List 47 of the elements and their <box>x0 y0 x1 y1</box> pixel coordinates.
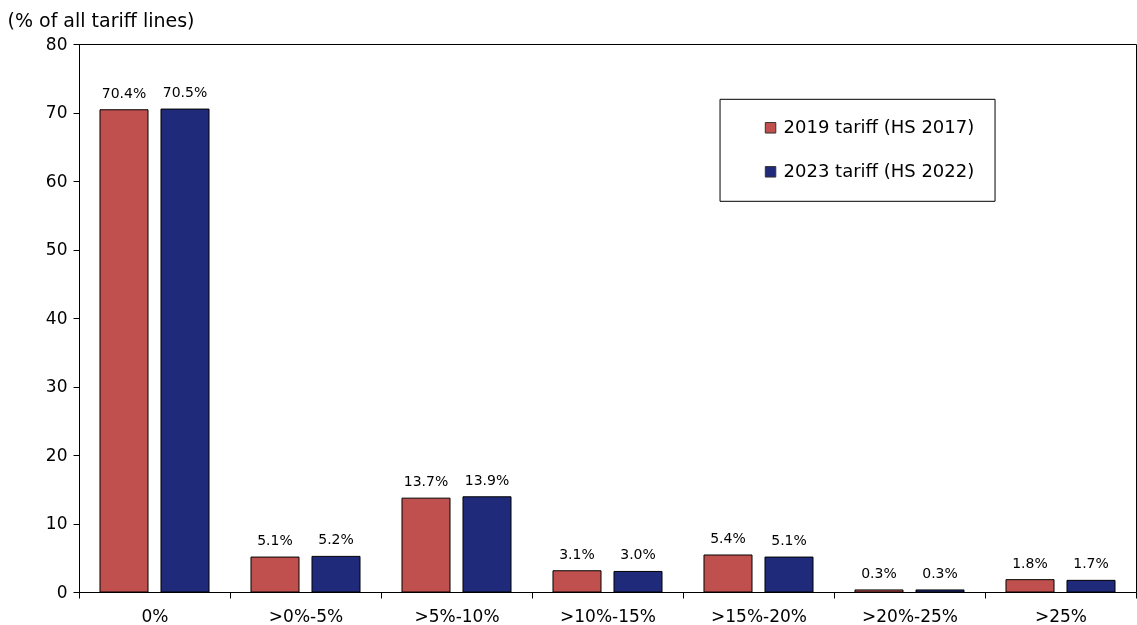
x-tick-label: >5%-10% <box>414 605 500 625</box>
x-tick-label: >0%-5% <box>268 605 344 625</box>
bar <box>462 496 512 593</box>
x-tick-label: >15%-20% <box>711 605 807 625</box>
bar <box>703 554 753 593</box>
data-label: 3.1% <box>559 545 595 562</box>
bar <box>552 570 602 593</box>
y-tick-label: 0 <box>56 581 68 602</box>
y-axis-title: (% of all tariff lines) <box>7 8 195 31</box>
y-tick-label: 40 <box>45 307 68 328</box>
data-label: 70.5% <box>162 84 208 101</box>
y-tick-label: 20 <box>45 444 68 465</box>
y-tick-label: 60 <box>45 170 68 191</box>
legend-label: 2023 tariff (HS 2022) <box>783 159 975 181</box>
x-tick-label: >10%-15% <box>560 605 656 625</box>
y-tick-label: 80 <box>45 33 68 54</box>
data-label: 5.4% <box>710 530 746 547</box>
data-label: 5.2% <box>318 531 354 548</box>
bar <box>1066 579 1116 593</box>
bar <box>854 589 904 593</box>
x-tick-label: 0% <box>141 605 169 625</box>
data-label: 3.0% <box>620 546 656 563</box>
y-tick-label: 30 <box>45 376 68 396</box>
bar <box>613 570 663 593</box>
data-label: 1.7% <box>1073 555 1109 572</box>
bar <box>764 556 814 593</box>
data-label: 13.9% <box>464 471 510 488</box>
bar <box>311 555 361 593</box>
x-tick-label: >20%-25% <box>862 605 958 625</box>
bar <box>1005 579 1055 593</box>
y-tick-label: 50 <box>45 239 68 259</box>
bar <box>401 497 451 593</box>
data-label: 5.1% <box>257 532 293 549</box>
bar <box>160 108 210 593</box>
legend-label: 2019 tariff (HS 2017) <box>783 115 975 137</box>
x-tick-label: >25% <box>1034 605 1088 625</box>
data-label: 0.3% <box>861 564 897 581</box>
data-label: 0.3% <box>922 564 958 581</box>
y-tick-label: 10 <box>45 513 68 533</box>
bar <box>99 109 149 593</box>
data-label: 13.7% <box>403 473 449 490</box>
data-label: 70.4% <box>101 84 147 101</box>
bar <box>915 589 965 593</box>
data-label: 1.8% <box>1012 554 1048 571</box>
y-tick-label: 70 <box>45 102 68 122</box>
data-label: 5.1% <box>771 532 807 549</box>
bar <box>250 556 300 593</box>
